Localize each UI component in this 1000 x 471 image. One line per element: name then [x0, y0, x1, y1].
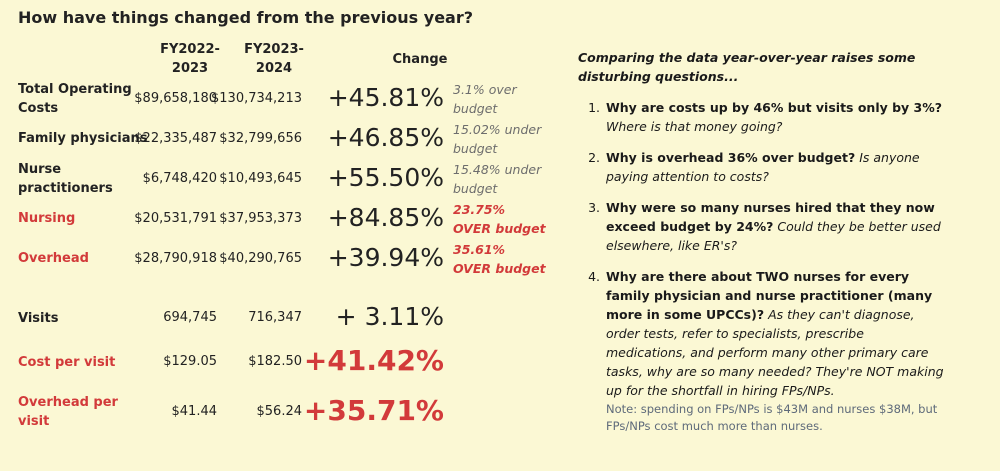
fy2022-value: 694,745	[163, 310, 217, 325]
change-value: +41.42%	[303, 344, 444, 377]
table-row-nursing: Nursing $20,531,791 $37,953,373 +84.85% …	[0, 200, 560, 240]
row-label: Nursing	[18, 211, 76, 226]
row-label: Overhead per visit	[18, 395, 118, 429]
fy2023-value: $40,290,765	[219, 251, 302, 266]
question-list: Why are costs up by 46% but visits only …	[578, 98, 948, 435]
change-value: +45.81%	[327, 83, 444, 112]
page-title: How have things changed from the previou…	[18, 8, 474, 27]
cost-note: Note: spending on FPs/NPs is $43M and nu…	[606, 402, 938, 433]
row-label: Overhead	[18, 251, 89, 266]
table-row-visits: Visits 694,745 716,347 + 3.11%	[0, 298, 560, 338]
header-change: Change	[392, 52, 448, 67]
change-value: +84.85%	[327, 203, 444, 232]
fy2023-value: $56.24	[256, 404, 303, 419]
budget-note: 23.75% OVER budget	[453, 202, 546, 236]
budget-note: 3.1% over budget	[453, 82, 517, 116]
fy2022-value: $22,335,487	[134, 131, 217, 146]
table-row-nurse-practitioners: Nurse practitioners $6,748,420 $10,493,6…	[0, 160, 560, 200]
fy2023-value: $37,953,373	[219, 211, 302, 226]
question-item: Why are there about TWO nurses for every…	[604, 267, 948, 435]
budget-note: 35.61% OVER budget	[453, 242, 546, 276]
fy2023-value: $182.50	[248, 354, 302, 369]
fy2022-value: $41.44	[171, 404, 218, 419]
fy2023-value: $130,734,213	[211, 91, 302, 106]
table-row-family-physicians: Family physicians $22,335,487 $32,799,65…	[0, 120, 560, 160]
table-row-overhead-per-visit: Overhead per visit $41.44 $56.24 +35.71%	[0, 392, 560, 432]
budget-note: 15.02% under budget	[453, 122, 542, 156]
change-value: + 3.11%	[335, 302, 444, 331]
change-value: +55.50%	[327, 163, 444, 192]
header-fy2022: FY2022- 2023	[160, 42, 220, 76]
table-row-total-operating-costs: Total Operating Costs $89,658,180 $130,7…	[0, 80, 560, 120]
row-label: Total Operating Costs	[18, 82, 132, 116]
question-item: Why were so many nurses hired that they …	[604, 198, 948, 255]
table-row-cost-per-visit: Cost per visit $129.05 $182.50 +41.42%	[0, 342, 560, 382]
row-label: Cost per visit	[18, 355, 116, 370]
budget-note: 15.48% under budget	[453, 162, 542, 196]
commentary-panel: Comparing the data year-over-year raises…	[578, 48, 948, 447]
change-value: +46.85%	[327, 123, 444, 152]
row-label: Visits	[18, 311, 59, 326]
table-row-overhead: Overhead $28,790,918 $40,290,765 +39.94%…	[0, 240, 560, 280]
header-fy2023: FY2023- 2024	[244, 42, 304, 76]
change-value: +39.94%	[327, 243, 444, 272]
fy2022-value: $28,790,918	[134, 251, 217, 266]
change-value: +35.71%	[303, 394, 444, 427]
fy2022-value: $6,748,420	[142, 171, 217, 186]
fy2022-value: $20,531,791	[134, 211, 217, 226]
fy2022-value: $129.05	[163, 354, 217, 369]
row-label: Nurse practitioners	[18, 162, 113, 196]
fy2023-value: $10,493,645	[219, 171, 302, 186]
commentary-intro: Comparing the data year-over-year raises…	[578, 50, 916, 84]
fy2022-value: $89,658,180	[134, 91, 217, 106]
fy2023-value: $32,799,656	[219, 131, 302, 146]
question-item: Why is overhead 36% over budget? Is anyo…	[604, 148, 948, 186]
row-label: Family physicians	[18, 131, 148, 146]
question-item: Why are costs up by 46% but visits only …	[604, 98, 948, 136]
fy2023-value: 716,347	[248, 310, 302, 325]
